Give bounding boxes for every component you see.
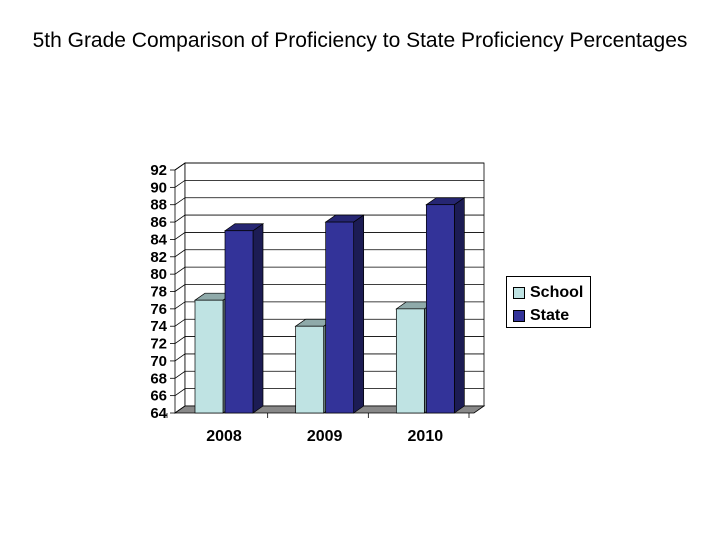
y-tick-label: 82 xyxy=(150,249,167,266)
gridline xyxy=(174,249,484,258)
x-tick-label: 2010 xyxy=(408,428,444,445)
y-tick-label: 92 xyxy=(150,162,167,179)
y-tick-label: 70 xyxy=(150,353,167,370)
gridline xyxy=(174,197,484,206)
bar-state-2009 xyxy=(325,221,355,414)
gridline xyxy=(174,214,484,223)
y-tick-label: 86 xyxy=(150,214,167,231)
chart-title: 5th Grade Comparison of Proficiency to S… xyxy=(32,29,688,52)
gridline xyxy=(174,179,484,188)
y-tick-label: 74 xyxy=(150,318,167,335)
y-tick-label: 66 xyxy=(150,388,167,405)
gridline xyxy=(174,336,484,344)
y-tick-label: 78 xyxy=(150,284,167,301)
gridline xyxy=(174,284,484,292)
gridline xyxy=(174,232,484,240)
chart-legend: School State xyxy=(506,276,591,328)
legend-item-school: School xyxy=(513,284,583,302)
gridline xyxy=(174,266,484,275)
x-tick-label: 2008 xyxy=(206,428,242,445)
y-tick-label: 76 xyxy=(150,301,167,318)
y-tick-label: 84 xyxy=(150,231,167,248)
legend-item-state: State xyxy=(513,307,569,325)
gridline xyxy=(174,162,484,171)
gridline xyxy=(174,353,484,362)
y-tick-label: 68 xyxy=(150,370,167,387)
bar-school-2008 xyxy=(194,299,224,414)
gridline xyxy=(174,301,484,310)
x-tick-label: 2009 xyxy=(307,428,343,445)
y-tick-label: 90 xyxy=(150,179,167,196)
legend-swatch-school xyxy=(513,287,525,299)
gridline xyxy=(174,318,484,327)
bar-state-2008 xyxy=(224,230,254,414)
bar-side xyxy=(453,197,465,414)
y-tick-label: 72 xyxy=(150,336,167,353)
legend-swatch-state xyxy=(513,310,525,322)
bar-school-2009 xyxy=(295,325,325,414)
bar-state-2010 xyxy=(425,204,455,414)
gridline xyxy=(174,388,484,396)
y-tick-label: 64 xyxy=(150,405,167,422)
y-tick-label: 88 xyxy=(150,197,167,214)
bar-side xyxy=(252,223,264,414)
gridline xyxy=(174,370,484,379)
bar-side xyxy=(353,214,365,414)
legend-label-school: School xyxy=(530,284,584,301)
y-tick-label: 80 xyxy=(150,266,167,283)
bar-school-2010 xyxy=(395,308,425,414)
legend-label-state: State xyxy=(530,307,570,324)
